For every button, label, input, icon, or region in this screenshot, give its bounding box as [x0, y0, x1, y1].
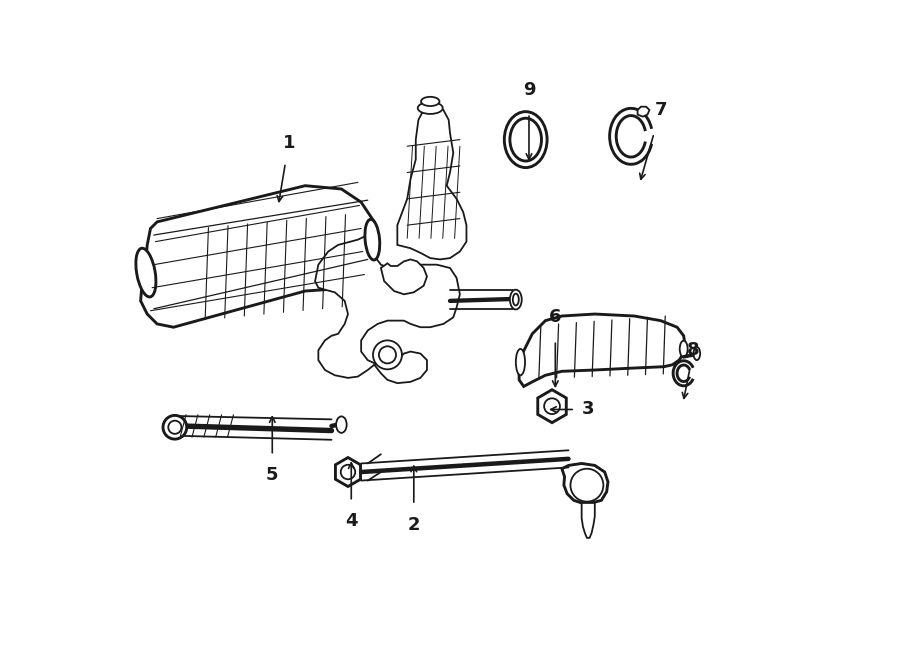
Text: 3: 3: [582, 401, 595, 418]
Polygon shape: [519, 314, 685, 387]
Text: 9: 9: [523, 81, 536, 99]
Polygon shape: [315, 229, 460, 383]
Polygon shape: [562, 463, 608, 503]
Text: 5: 5: [266, 466, 278, 485]
Circle shape: [341, 465, 356, 479]
Polygon shape: [581, 503, 595, 538]
Text: 8: 8: [688, 341, 700, 359]
Circle shape: [544, 399, 560, 414]
Circle shape: [571, 469, 603, 502]
Ellipse shape: [504, 112, 547, 168]
Polygon shape: [381, 259, 427, 294]
Ellipse shape: [418, 102, 443, 114]
Text: 1: 1: [283, 134, 295, 152]
Circle shape: [163, 415, 186, 439]
Ellipse shape: [510, 118, 542, 161]
Polygon shape: [336, 457, 361, 486]
Text: 7: 7: [654, 101, 667, 119]
Ellipse shape: [513, 293, 518, 305]
Ellipse shape: [510, 290, 522, 309]
Polygon shape: [637, 106, 650, 116]
Ellipse shape: [136, 249, 156, 297]
Polygon shape: [538, 390, 566, 422]
Text: 4: 4: [345, 512, 357, 530]
Polygon shape: [140, 186, 378, 327]
Polygon shape: [397, 106, 466, 259]
Ellipse shape: [421, 97, 439, 106]
Ellipse shape: [694, 347, 700, 360]
Ellipse shape: [336, 416, 346, 433]
Circle shape: [168, 420, 182, 434]
Text: 6: 6: [549, 308, 562, 327]
Circle shape: [373, 340, 402, 369]
Ellipse shape: [516, 349, 525, 375]
Text: 2: 2: [408, 516, 420, 533]
Circle shape: [379, 346, 396, 364]
Ellipse shape: [680, 340, 688, 357]
Ellipse shape: [364, 219, 380, 260]
